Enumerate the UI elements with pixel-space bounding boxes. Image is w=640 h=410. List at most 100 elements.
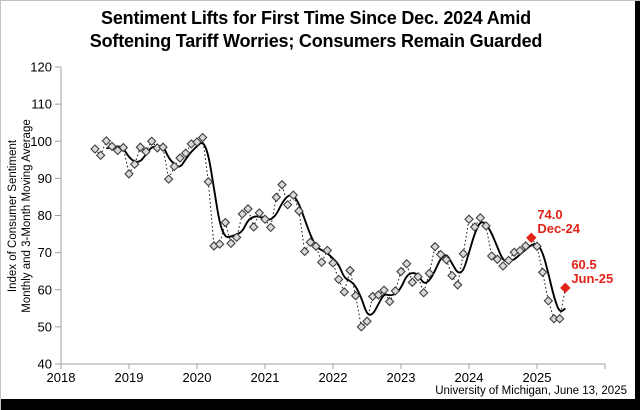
data-point-marker: [475, 212, 486, 223]
data-point-marker: [265, 222, 276, 233]
data-point-marker: [158, 142, 168, 152]
x-tick-label: 2022: [319, 370, 348, 385]
data-point-marker: [396, 266, 406, 277]
data-point-marker: [129, 159, 140, 170]
y-tick-label: 40: [38, 357, 52, 372]
data-point-marker: [90, 144, 100, 154]
data-point-marker: [135, 142, 146, 152]
data-point-marker: [146, 136, 157, 147]
data-point-marker: [163, 174, 174, 184]
y-axis-title: Index of Consumer Sentiment Monthly and …: [6, 56, 34, 376]
data-point-marker: [192, 137, 202, 147]
data-point-marker: [390, 286, 401, 296]
data-point-marker: [435, 249, 446, 260]
annotation-jun-25-date: Jun-25: [571, 270, 614, 286]
data-point-marker: [424, 268, 435, 279]
data-point-marker: [237, 209, 248, 219]
data-point-marker: [401, 258, 412, 269]
data-point-marker: [373, 290, 384, 300]
data-point-marker: [430, 241, 440, 252]
y-tick-label: 120: [30, 60, 52, 75]
data-point-marker: [520, 241, 531, 251]
data-point-marker: [537, 267, 548, 278]
window-right-edge: [635, 0, 640, 410]
x-tick-label: 2021: [251, 370, 280, 385]
data-point-marker: [141, 146, 151, 157]
window-bottom-edge: [0, 399, 640, 410]
chart-title-line1: Sentiment Lifts for First Time Since Dec…: [101, 8, 531, 28]
data-point-marker: [316, 257, 327, 268]
x-tick-label: 2025: [523, 370, 552, 385]
data-point-marker: [305, 237, 316, 248]
data-point-marker: [554, 313, 565, 324]
data-point-marker: [197, 132, 208, 143]
data-point-marker: [486, 251, 497, 261]
data-point-marker: [362, 316, 372, 327]
data-point-marker: [515, 245, 525, 256]
data-point-marker: [254, 208, 265, 218]
source-attribution: University of Michigan, June 13, 2025: [435, 385, 627, 397]
x-tick-label: 2019: [115, 370, 144, 385]
data-point-marker: [464, 214, 474, 224]
annotation-dec-24: 74.0 Dec-24: [537, 207, 580, 236]
data-point-marker: [311, 241, 321, 252]
y-tick-label: 110: [31, 97, 52, 112]
data-point-marker: [220, 217, 231, 228]
data-point-marker: [231, 232, 242, 243]
data-point-marker: [124, 169, 134, 179]
data-point-marker: [543, 296, 554, 306]
chart-title: Sentiment Lifts for First Time Since Dec…: [0, 7, 632, 53]
data-point-marker: [95, 150, 106, 161]
data-point-marker: [356, 322, 367, 332]
x-tick-label: 2023: [387, 370, 416, 385]
data-point-marker: [101, 136, 112, 146]
data-point-marker: [180, 148, 191, 158]
annotation-jun-25: 60.5 Jun-25: [571, 256, 614, 286]
annotation-marker: [526, 232, 537, 243]
data-point-marker: [243, 204, 253, 214]
y-axis-title-line2: Monthly and 3-Month Moving Average: [21, 119, 33, 313]
data-point-marker: [458, 248, 469, 259]
y-axis-title-line1: Index of Consumer Sentiment: [7, 139, 19, 293]
y-tick-label: 50: [38, 319, 52, 334]
chart-title-line2: Softening Tariff Worries; Consumers Rema…: [89, 31, 543, 51]
x-tick-label: 2020: [183, 370, 212, 385]
y-tick-label: 90: [38, 171, 52, 186]
data-point-marker: [407, 277, 418, 288]
data-point-marker: [288, 190, 299, 200]
data-point-marker: [498, 261, 508, 271]
data-point-marker: [203, 176, 214, 187]
data-point-marker: [175, 153, 185, 163]
data-point-marker: [118, 142, 129, 153]
data-point-marker: [452, 280, 463, 290]
data-point-marker: [350, 290, 361, 301]
data-point-marker: [413, 271, 423, 282]
annotation-dec-24-date: Dec-24: [537, 220, 580, 236]
data-point-marker: [333, 274, 344, 285]
data-point-marker: [226, 238, 236, 249]
data-point-marker: [271, 192, 282, 203]
data-point-marker: [299, 246, 310, 257]
y-tick-label: 60: [38, 282, 52, 297]
data-point-marker: [322, 245, 333, 256]
data-point-marker: [169, 161, 180, 172]
data-point-marker: [384, 296, 395, 307]
data-point-marker: [328, 258, 338, 268]
y-tick-label: 100: [30, 134, 52, 149]
x-tick-label: 2018: [47, 370, 76, 385]
data-point-marker: [107, 141, 117, 152]
data-point-marker: [441, 254, 452, 265]
data-point-marker: [294, 206, 304, 216]
data-point-marker: [248, 222, 259, 232]
y-tick-label: 70: [38, 245, 52, 260]
data-point-marker: [418, 287, 429, 298]
data-point-marker: [282, 199, 293, 210]
data-point-marker: [379, 285, 389, 295]
data-point-marker: [492, 254, 503, 265]
data-point-marker: [260, 214, 270, 224]
y-tick-label: 80: [38, 208, 52, 223]
data-point-marker: [277, 179, 287, 190]
annotation-jun-25-value: 60.5: [571, 256, 597, 272]
data-point-marker: [503, 255, 514, 266]
